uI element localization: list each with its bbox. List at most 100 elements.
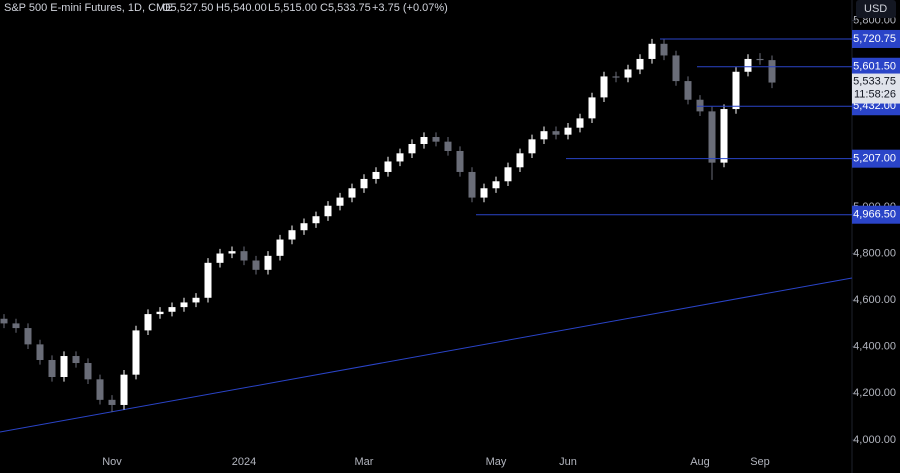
currency[interactable]: USD — [864, 3, 887, 15]
x-tick-label: Nov — [102, 456, 122, 468]
candle-body — [636, 58, 644, 70]
y-tick-label: 4,400.00 — [853, 341, 896, 353]
level-tag — [852, 205, 900, 224]
candle-body — [360, 178, 368, 189]
x-tick-label: May — [486, 456, 507, 468]
candle-body — [660, 43, 668, 56]
candle-body — [132, 330, 140, 375]
candle-body — [168, 307, 176, 312]
candle-body — [84, 363, 92, 380]
candle-body — [144, 314, 152, 331]
candle-body — [516, 153, 524, 168]
last-price-label: 5,533.75 — [853, 75, 896, 87]
y-tick-label: 4,600.00 — [853, 294, 896, 306]
candle-body — [252, 260, 260, 270]
candle-body — [456, 150, 464, 172]
candle-body — [240, 251, 248, 261]
level-label: 5,601.50 — [853, 61, 896, 73]
candle-body — [576, 118, 584, 128]
x-tick-label: Jun — [559, 456, 577, 468]
candle-body — [12, 323, 20, 329]
candle-body — [648, 43, 656, 59]
level-tag — [852, 29, 900, 48]
candle-body — [276, 239, 284, 256]
candle-body — [756, 58, 764, 61]
overlay: Nov 2024 Mar May Jun Aug Sep 5,720.75 5,601.50 5,… — [102, 29, 900, 468]
ohlc-close: C5,533.75 — [320, 2, 371, 14]
ohlc-open: O5,527.50 — [162, 2, 213, 14]
level-label: 5,720.75 — [853, 33, 896, 45]
level-label: 5,207.00 — [853, 153, 896, 165]
candle-body — [528, 139, 536, 154]
candle-body — [468, 171, 476, 198]
chart-title: S&P 500 E-mini Futures, 1D, CME — [4, 2, 173, 14]
candle-body — [684, 81, 692, 100]
countdown: 11:58:26 — [854, 88, 896, 100]
candle-body — [492, 181, 500, 189]
candle-body — [372, 171, 380, 179]
y-tick-label: 4,000.00 — [853, 434, 896, 446]
candle-body — [420, 137, 428, 144]
level-tag — [852, 149, 900, 168]
candle-body — [108, 399, 116, 405]
candle-body — [732, 71, 740, 110]
candle-body — [348, 188, 356, 198]
candle-body — [264, 255, 272, 270]
candle-body — [600, 76, 608, 98]
candle-body — [504, 167, 512, 182]
candle-body — [96, 379, 104, 400]
candle-body — [744, 58, 752, 72]
y-tick-label: 4,800.00 — [853, 247, 896, 259]
y-tick-label: 4,200.00 — [853, 387, 896, 399]
candle-body — [480, 188, 488, 198]
candle-body — [24, 328, 32, 345]
candles — [0, 38, 776, 412]
x-tick-label: Aug — [690, 456, 710, 468]
candle-body — [228, 251, 236, 254]
ohlc-high: H5,540.00 — [216, 2, 267, 14]
candle-body — [708, 111, 716, 163]
ohlc-low: L5,515.00 — [268, 2, 317, 14]
candle-body — [444, 141, 452, 151]
candle-body — [396, 153, 404, 162]
level-label: 4,966.50 — [853, 209, 896, 221]
candle-body — [72, 356, 80, 364]
candle-body — [300, 223, 308, 231]
candle-body — [120, 374, 128, 405]
candle-body — [288, 230, 296, 240]
candle-body — [156, 311, 164, 315]
currency-box[interactable] — [856, 0, 896, 18]
candle-body — [60, 356, 68, 378]
candle-body — [0, 318, 8, 324]
x-tick-label: Sep — [750, 456, 770, 468]
candle-body — [624, 69, 632, 78]
candle-body — [216, 253, 224, 263]
candle-body — [612, 76, 620, 78]
trendline — [0, 277, 853, 433]
candle-body — [408, 143, 416, 154]
candle-body — [312, 216, 320, 224]
last-price-tag — [852, 73, 900, 104]
candle-body — [432, 137, 440, 142]
candle-body — [384, 161, 392, 172]
candle-body — [540, 131, 548, 140]
candle-body — [720, 109, 728, 163]
candle-body — [180, 302, 188, 308]
candle-body — [192, 297, 200, 303]
candle-body — [36, 344, 44, 360]
candle-body — [696, 99, 704, 112]
candle-body — [768, 60, 776, 83]
candle-body — [324, 205, 332, 217]
x-tick-label: Mar — [355, 456, 374, 468]
candle-body — [552, 131, 560, 135]
ohlc-change: +3.75 (+0.07%) — [372, 2, 448, 14]
candle-body — [204, 262, 212, 298]
candle-body — [336, 197, 344, 206]
level-tag — [852, 57, 900, 76]
candle-body — [588, 97, 596, 119]
candle-body — [48, 359, 56, 378]
candle-body — [672, 55, 680, 82]
x-tick-label: 2024 — [232, 456, 256, 468]
